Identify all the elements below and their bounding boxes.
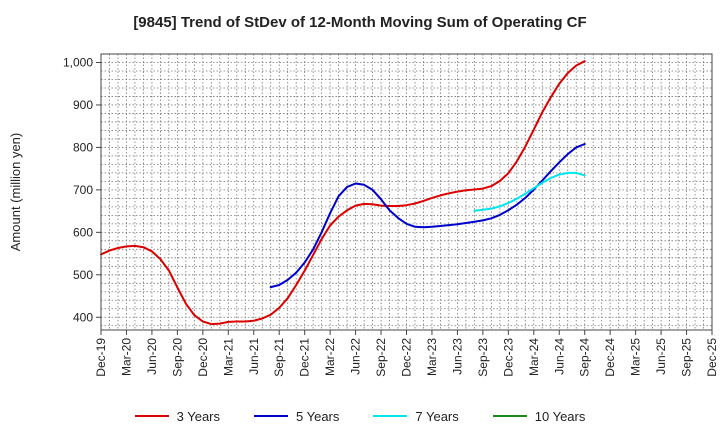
y-tick-label: 400 — [73, 310, 93, 324]
legend-label: 3 Years — [176, 408, 220, 424]
grid-layer — [101, 54, 712, 330]
series-line-3-years — [100, 60, 586, 326]
y-tick-label: 500 — [73, 268, 93, 282]
series-line-7-years — [473, 171, 586, 212]
x-tick-label: Sep-24 — [578, 338, 592, 377]
legend-swatch — [134, 415, 169, 417]
x-axis-ticks: Dec-19 Mar-20 Jun-20 Sep-20 Dec-20 Mar-21 Jun-… — [94, 330, 719, 377]
x-tick-label: Dec-20 — [196, 338, 210, 377]
x-tick-label: Jun-21 — [247, 338, 261, 375]
legend-item-10-years: 10 Years — [492, 408, 586, 424]
y-tick-label: 1,000 — [63, 55, 93, 69]
legend: 3 Years 5 Years 7 Years 10 Years — [0, 406, 720, 426]
legend-label: 7 Years — [415, 408, 459, 424]
x-tick-label: Jun-25 — [654, 338, 668, 375]
legend-swatch — [492, 415, 527, 417]
x-tick-label: Jun-23 — [450, 338, 464, 375]
x-tick-label: Mar-25 — [629, 338, 643, 376]
x-tick-label: Mar-24 — [527, 338, 541, 376]
x-tick-label: Sep-20 — [170, 338, 184, 377]
legend-item-5-years: 5 Years — [254, 409, 339, 424]
x-tick-label: Mar-23 — [425, 338, 439, 376]
y-tick-label: 700 — [73, 183, 93, 197]
legend-item-7-years: 7 Years — [373, 408, 459, 424]
legend-swatch — [254, 415, 288, 417]
y-tick-label: 800 — [73, 140, 93, 154]
x-tick-label: Sep-23 — [476, 338, 490, 377]
y-axis-ticks: 400 500 600 700 800 900 1,000 — [63, 55, 101, 324]
x-tick-label: Mar-21 — [221, 338, 235, 376]
y-tick-label: 600 — [73, 225, 93, 239]
x-tick-label: Jun-22 — [349, 338, 363, 375]
x-tick-label: Dec-21 — [298, 338, 312, 377]
series-line-5-years — [269, 143, 586, 289]
x-tick-label: Dec-19 — [94, 338, 108, 377]
x-tick-label: Dec-24 — [603, 338, 617, 377]
x-tick-label: Mar-22 — [323, 338, 337, 376]
chart-title: [9845] Trend of StDev of 12-Month Moving… — [133, 14, 587, 31]
x-tick-label: Dec-22 — [400, 338, 414, 377]
x-tick-label: Sep-22 — [374, 338, 388, 377]
series-layer — [100, 60, 586, 326]
legend-swatch — [373, 415, 408, 417]
y-tick-label: 900 — [73, 98, 93, 112]
legend-label: 10 Years — [534, 408, 586, 424]
x-tick-label: Dec-23 — [501, 338, 515, 377]
x-tick-label: Dec-25 — [705, 338, 719, 377]
x-tick-label: Mar-20 — [119, 338, 133, 376]
x-tick-label: Sep-21 — [272, 338, 286, 377]
x-tick-label: Jun-20 — [145, 338, 159, 375]
x-tick-label: Sep-25 — [680, 338, 694, 377]
x-tick-label: Jun-24 — [552, 338, 566, 375]
legend-item-3-years: 3 Years — [134, 408, 220, 424]
y-axis-label: Amount (million yen) — [8, 133, 23, 252]
legend-label: 5 Years — [296, 408, 340, 424]
